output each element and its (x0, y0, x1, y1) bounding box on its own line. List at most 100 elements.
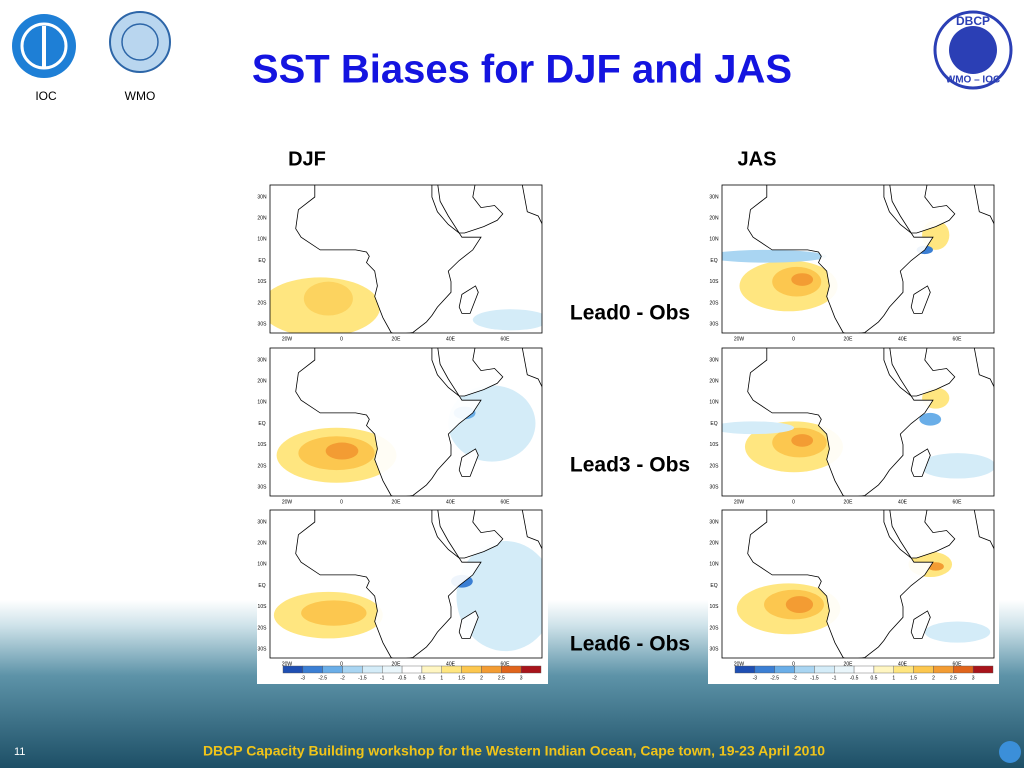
lat-label: EQ (710, 583, 717, 589)
map-content (722, 348, 994, 496)
coastline (910, 610, 931, 639)
colorbar-segment (774, 665, 795, 674)
colorbar-label: -2 (792, 675, 797, 681)
lon-label: 0 (340, 499, 343, 505)
bias-area (456, 541, 542, 652)
lat-label: 30S (258, 322, 268, 328)
lat-label: 10S (710, 604, 720, 610)
coastline (521, 185, 542, 225)
colorbar-label: 1 (440, 675, 443, 681)
lat-label: EQ (258, 421, 265, 427)
coastline (521, 348, 542, 388)
lat-label: 10S (258, 604, 268, 610)
lat-label: 20N (257, 379, 267, 385)
lon-label: 40E (446, 661, 456, 667)
lat-label: EQ (710, 421, 717, 427)
lon-label: 0 (340, 661, 343, 667)
colorbar-segment (302, 665, 323, 674)
colorbar-segment (481, 665, 502, 674)
dbcp-logo-text: DBCP (956, 14, 990, 28)
lat-label: 30S (258, 485, 268, 491)
sst-bias-map: 30N 20N 10N EQ 10S 20S 30S 20W 0 20E 40E 60E (257, 509, 543, 667)
logo-label: WMO (125, 89, 156, 103)
colorbar-segment (501, 665, 522, 674)
coastline (747, 185, 934, 333)
lon-label: 20E (844, 661, 854, 667)
colorbar-label: -1 (380, 675, 385, 681)
bias-area (791, 273, 814, 286)
column-label: JAS (738, 148, 777, 170)
lon-label: 60E (953, 499, 963, 505)
row-label: Lead0 - Obs (570, 302, 690, 325)
lat-label: 30S (710, 322, 720, 328)
colorbar-label: 3 (972, 675, 975, 681)
lat-label: 10N (709, 400, 719, 406)
lat-label: 20S (258, 300, 268, 306)
colorbar-segment (893, 665, 914, 674)
coastline (437, 185, 504, 234)
colorbar-segment (834, 665, 855, 674)
colorbar-label: 0.5 (870, 675, 877, 681)
lon-label: 20E (392, 661, 402, 667)
wmo-logo (109, 11, 171, 73)
colorbar-segment (382, 665, 403, 674)
colorbar-segment (520, 665, 542, 674)
map-frame (269, 509, 543, 659)
colorbar-segment (421, 665, 442, 674)
map-content (722, 510, 994, 658)
colorbar-label: 2.5 (498, 675, 505, 681)
colorbar-label: -0.5 (398, 675, 407, 681)
sst-bias-map: 30N 20N 10N EQ 10S 20S 30S 20W 0 20E 40E 60E (709, 509, 995, 667)
coastline (973, 185, 994, 225)
colorbar-segment (794, 665, 815, 674)
lon-label: 20E (844, 499, 854, 505)
lat-label: 20S (710, 463, 720, 469)
lon-label: 40E (898, 661, 908, 667)
lon-label: 60E (501, 661, 511, 667)
bias-area (448, 385, 536, 462)
colorbar-label: -2 (340, 675, 345, 681)
lon-label: 0 (792, 499, 795, 505)
colorbar-label: 2.5 (950, 675, 957, 681)
lon-label: 40E (446, 336, 456, 342)
lat-label: 20N (709, 541, 719, 547)
ioc-logo (12, 14, 76, 78)
sst-bias-map: 30N 20N 10N EQ 10S 20S 30S 20W 0 20E 40E 60E (257, 347, 543, 505)
map-frame (721, 347, 995, 497)
colorbar: -3 -2.5 -2 -1.5 -1 -0.5 0.5 1 1.5 2 2.5 3 (282, 665, 542, 681)
lon-label: 20W (282, 336, 293, 342)
colorbar-label: -1.5 (810, 675, 819, 681)
lat-label: 30S (258, 647, 268, 653)
lon-label: 40E (898, 336, 908, 342)
colorbar-segment (401, 665, 423, 674)
coastline (437, 348, 504, 397)
lat-label: 10S (258, 279, 268, 285)
colorbar-label: 0.5 (418, 675, 425, 681)
bias-area (722, 421, 794, 435)
lon-label: 60E (501, 499, 511, 505)
logo-label: IOC (35, 89, 57, 103)
lon-label: 20W (734, 336, 745, 342)
lon-label: 0 (340, 336, 343, 342)
colorbar-segment (282, 665, 304, 674)
coastline (521, 510, 542, 550)
lon-label: 20W (734, 661, 745, 667)
colorbar-segment (972, 665, 994, 674)
coastline (973, 510, 994, 550)
lat-label: 10N (257, 237, 267, 243)
lat-label: 10N (257, 562, 267, 568)
lat-label: 30N (709, 357, 719, 363)
lat-label: 30N (709, 194, 719, 200)
map-content (722, 185, 994, 333)
lon-label: 20E (392, 499, 402, 505)
coastline (295, 510, 482, 658)
colorbar-label: 1 (892, 675, 895, 681)
colorbar-label: 1.5 (458, 675, 465, 681)
colorbar-segment (734, 665, 756, 674)
colorbar-segment (441, 665, 462, 674)
lon-label: 20W (282, 661, 293, 667)
lat-label: 30S (710, 647, 720, 653)
footer-text: DBCP Capacity Building workshop for the … (203, 743, 825, 759)
lat-label: 20N (709, 379, 719, 385)
